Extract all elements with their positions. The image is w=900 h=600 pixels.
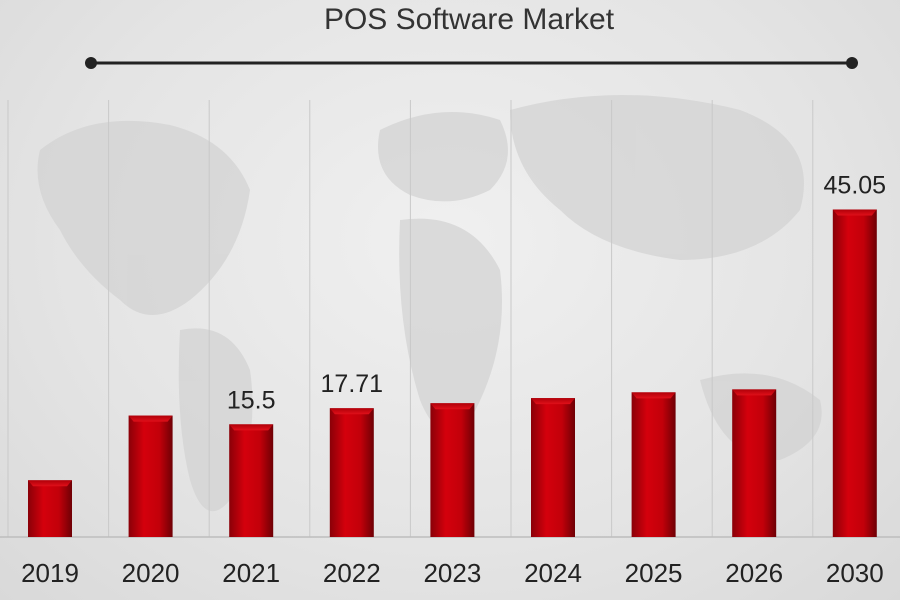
- bar-2019: [28, 480, 72, 537]
- x-tick-label-2024: 2024: [524, 558, 582, 588]
- chart-title: POS Software Market: [323, 3, 615, 36]
- bar-cap: [531, 398, 575, 405]
- bars: [28, 209, 877, 537]
- bar-cap: [732, 389, 777, 396]
- value-label-2030: 45.05: [824, 171, 887, 199]
- world-map-watermark: [37, 95, 822, 512]
- bar-body: [229, 424, 274, 537]
- bar-body: [128, 415, 173, 537]
- bar-body: [832, 209, 877, 537]
- x-tick-label-2022: 2022: [323, 558, 381, 588]
- bar-cap: [631, 392, 676, 399]
- bar-2021: [229, 424, 274, 537]
- bar-cap: [430, 403, 475, 410]
- bar-body: [732, 389, 777, 537]
- value-label-2021: 15.5: [227, 386, 276, 414]
- bar-2025: [631, 392, 676, 537]
- title-decoration-dot-right: [846, 57, 858, 69]
- x-axis-tick-labels: 2019 2020 2021 2022 2023 2024 2025 2026 2030: [21, 558, 884, 588]
- x-tick-label-2025: 2025: [625, 558, 683, 588]
- bar-2030: [832, 209, 877, 537]
- bar-body: [329, 408, 374, 537]
- bar-body: [631, 392, 676, 537]
- x-tick-label-2019: 2019: [21, 558, 79, 588]
- vertical-gridlines: [7, 100, 814, 537]
- bar-2024: [531, 398, 575, 537]
- bar-2026: [732, 389, 777, 537]
- bar-2023: [430, 403, 475, 537]
- bar-cap: [329, 408, 374, 415]
- value-label-2022: 17.71: [321, 370, 384, 398]
- bar-2020: [128, 415, 173, 537]
- x-tick-label-2020: 2020: [122, 558, 180, 588]
- value-labels: 15.5 17.71 45.05: [227, 171, 886, 414]
- bar-2022: [329, 408, 374, 537]
- x-tick-label-2023: 2023: [423, 558, 481, 588]
- x-tick-label-2026: 2026: [725, 558, 783, 588]
- bar-body: [531, 398, 575, 537]
- title-decoration-dot-left: [85, 57, 97, 69]
- bar-body: [28, 480, 72, 537]
- bar-cap: [28, 480, 72, 487]
- bar-cap: [229, 424, 274, 431]
- x-tick-label-2030: 2030: [826, 558, 884, 588]
- bar-cap: [832, 209, 877, 216]
- bar-cap: [128, 415, 173, 422]
- bar-body: [430, 403, 475, 537]
- x-tick-label-2021: 2021: [222, 558, 280, 588]
